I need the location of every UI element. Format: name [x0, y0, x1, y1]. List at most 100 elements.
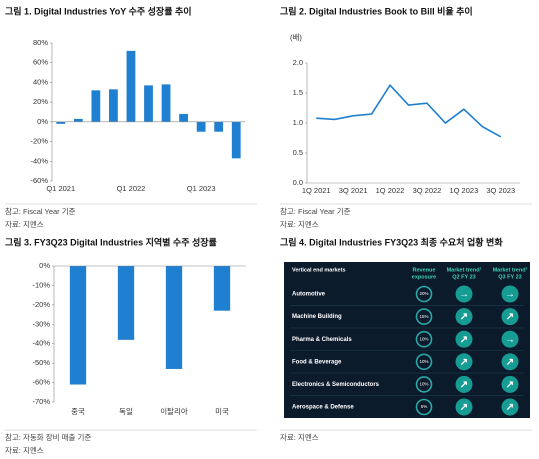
y-tick-label: 0.0: [293, 178, 303, 187]
y-tick-label: -10%: [32, 280, 50, 289]
exposure-ring: [415, 353, 433, 371]
x-tick-label: 이탈리아: [160, 406, 188, 416]
trend-arrow: ↗: [506, 312, 514, 323]
bar: [109, 89, 118, 122]
row-label: Pharma & Chemicals: [292, 337, 352, 343]
trend-arrow: ↗: [460, 357, 468, 368]
trend-badge: [455, 285, 473, 303]
bar: [231, 121, 241, 159]
trend-arrow: →: [505, 289, 515, 300]
x-tick-label: Q1 2023: [187, 184, 216, 193]
column-header: Q2 FY 23: [452, 274, 475, 280]
row-label: Food & Beverage: [292, 359, 342, 365]
exposure-label: 10%: [419, 359, 428, 364]
trend-badge: [501, 398, 519, 416]
x-tick-label: Q1 2021: [46, 184, 75, 193]
y-tick-label: 40%: [33, 77, 48, 86]
note: 자료: 지멘스: [280, 220, 319, 229]
column-header: Revenue: [413, 267, 436, 273]
y-tick-label: -50%: [32, 358, 50, 367]
bar: [126, 50, 136, 122]
y-tick-label: 20%: [33, 97, 48, 106]
exposure-ring: [415, 376, 433, 393]
y-tick-label: 60%: [33, 58, 48, 67]
y-tick-label: 0.5: [293, 148, 303, 157]
row-label: Automotive: [292, 292, 326, 298]
exposure-label: 10%: [419, 382, 428, 387]
row-label: Aerospace & Defense: [292, 405, 354, 411]
trend-badge: [455, 398, 473, 416]
unit-label: (배): [290, 33, 302, 42]
y-tick-label: -40%: [30, 156, 48, 165]
column-header: Market trend¹: [447, 266, 482, 273]
table-background: [284, 262, 530, 418]
trend-arrow: →: [459, 289, 469, 300]
bar: [179, 113, 188, 122]
x-tick-label: 1Q 2021: [302, 186, 331, 195]
y-tick-label: 0%: [37, 117, 48, 126]
bar: [213, 266, 231, 311]
note: 자료: 지멘스: [5, 220, 44, 229]
chart-title: 그림 2. Digital Industries Book to Bill 비율…: [280, 5, 473, 16]
bar: [161, 84, 171, 122]
trend-arrow: ↗: [506, 402, 514, 413]
bar: [91, 90, 101, 122]
bar: [117, 266, 135, 340]
trend-badge: [455, 330, 473, 348]
bar: [144, 85, 153, 122]
y-tick-label: -40%: [32, 339, 50, 348]
note: 참고: 자동화 장비 매출 기준: [5, 432, 91, 442]
bar: [165, 266, 183, 369]
y-tick-label: -60%: [30, 176, 48, 185]
chart-title: 그림 3. FY3Q23 Digital Industries 지역별 수주 성…: [5, 236, 217, 247]
bar: [73, 118, 83, 122]
exposure-label: 10%: [419, 336, 428, 341]
x-tick-label: 1Q 2022: [376, 186, 405, 195]
x-tick-label: 중국: [71, 407, 85, 416]
y-tick-label: 1.0: [293, 118, 303, 127]
bar: [214, 121, 224, 132]
note: 참고: Fiscal Year 기준: [280, 206, 351, 216]
column-header: Market trend¹: [493, 266, 528, 273]
trend-badge: [501, 330, 519, 348]
trend-arrow: ↗: [506, 380, 514, 391]
exposure-ring: [415, 398, 433, 416]
x-tick-label: 3Q 2022: [413, 186, 442, 195]
bar: [56, 121, 66, 124]
y-tick-label: 2.0: [293, 58, 303, 67]
x-tick-label: 독일: [119, 407, 133, 416]
row-label: Machine Building: [292, 314, 342, 320]
column-header: Q3 FY 23: [498, 274, 521, 280]
y-tick-label: -20%: [32, 300, 50, 309]
y-tick-label: -70%: [32, 397, 50, 406]
x-tick-label: 미국: [215, 407, 229, 416]
trend-badge: [501, 308, 519, 326]
exposure-label: 15%: [419, 314, 428, 319]
bar: [69, 266, 87, 385]
chart-title: 그림 1. Digital Industries YoY 수주 성장률 추이: [5, 5, 192, 16]
trend-arrow: ↗: [506, 357, 514, 368]
trend-arrow: ↗: [460, 380, 468, 391]
y-tick-label: -60%: [32, 378, 50, 387]
line: [316, 83, 502, 138]
column-header: Vertical end markets: [292, 267, 346, 273]
x-tick-label: 3Q 2023: [486, 186, 515, 195]
exposure-ring: [415, 330, 433, 348]
x-tick-label: 3Q 2021: [339, 186, 368, 195]
column-header: exposure: [412, 274, 436, 280]
y-tick-label: -20%: [30, 137, 48, 146]
bar: [196, 121, 206, 132]
trend-badge: [455, 375, 473, 393]
y-tick-label: 0%: [39, 261, 50, 270]
row-label: Electronics & Semiconductors: [292, 382, 380, 388]
trend-badge: [455, 353, 473, 371]
trend-badge: [455, 308, 473, 326]
exposure-ring: [415, 308, 433, 325]
trend-badge: [501, 375, 519, 393]
chart-title: 그림 4. Digital Industries FY3Q23 최종 수요처 업…: [280, 236, 503, 247]
trend-arrow: ↗: [460, 402, 468, 413]
note: 참고: Fiscal Year 기준: [5, 206, 76, 216]
y-tick-label: -30%: [32, 319, 50, 328]
